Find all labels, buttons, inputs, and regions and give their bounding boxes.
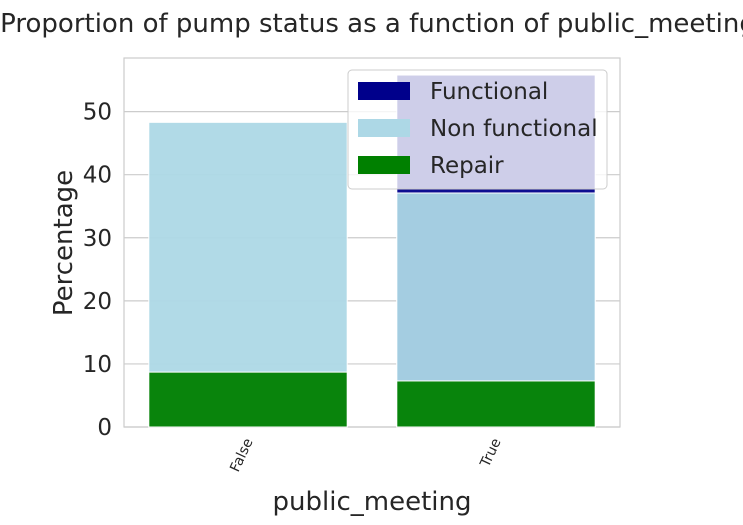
legend-swatch [358,82,410,100]
legend-swatch [358,119,410,137]
x-tick-label: True [477,436,504,471]
y-tick-label: 40 [83,163,112,189]
y-axis-label: Percentage [49,170,79,316]
bar-repair-true [396,380,596,428]
legend-label: Functional [430,79,548,105]
x-axis-label: public_meeting [273,487,472,517]
legend-label: Repair [430,153,504,179]
y-tick-label: 0 [97,415,112,441]
legend-swatch [358,156,410,174]
y-tick-label: 10 [83,352,112,378]
x-tick-label: False [227,436,256,475]
legend: Functional Non functional Repair [347,69,608,190]
legend-label: Non functional [430,116,598,142]
bar-repair-false [148,371,348,428]
y-tick-label: 50 [83,100,112,126]
y-tick-labels: 0 10 20 30 40 50 [83,100,112,441]
chart-title: Proportion of pump status as a function … [0,9,743,39]
y-tick-label: 30 [83,226,112,252]
x-tick-labels: False True [227,436,504,475]
legend-box [347,69,608,190]
y-tick-label: 20 [83,289,112,315]
